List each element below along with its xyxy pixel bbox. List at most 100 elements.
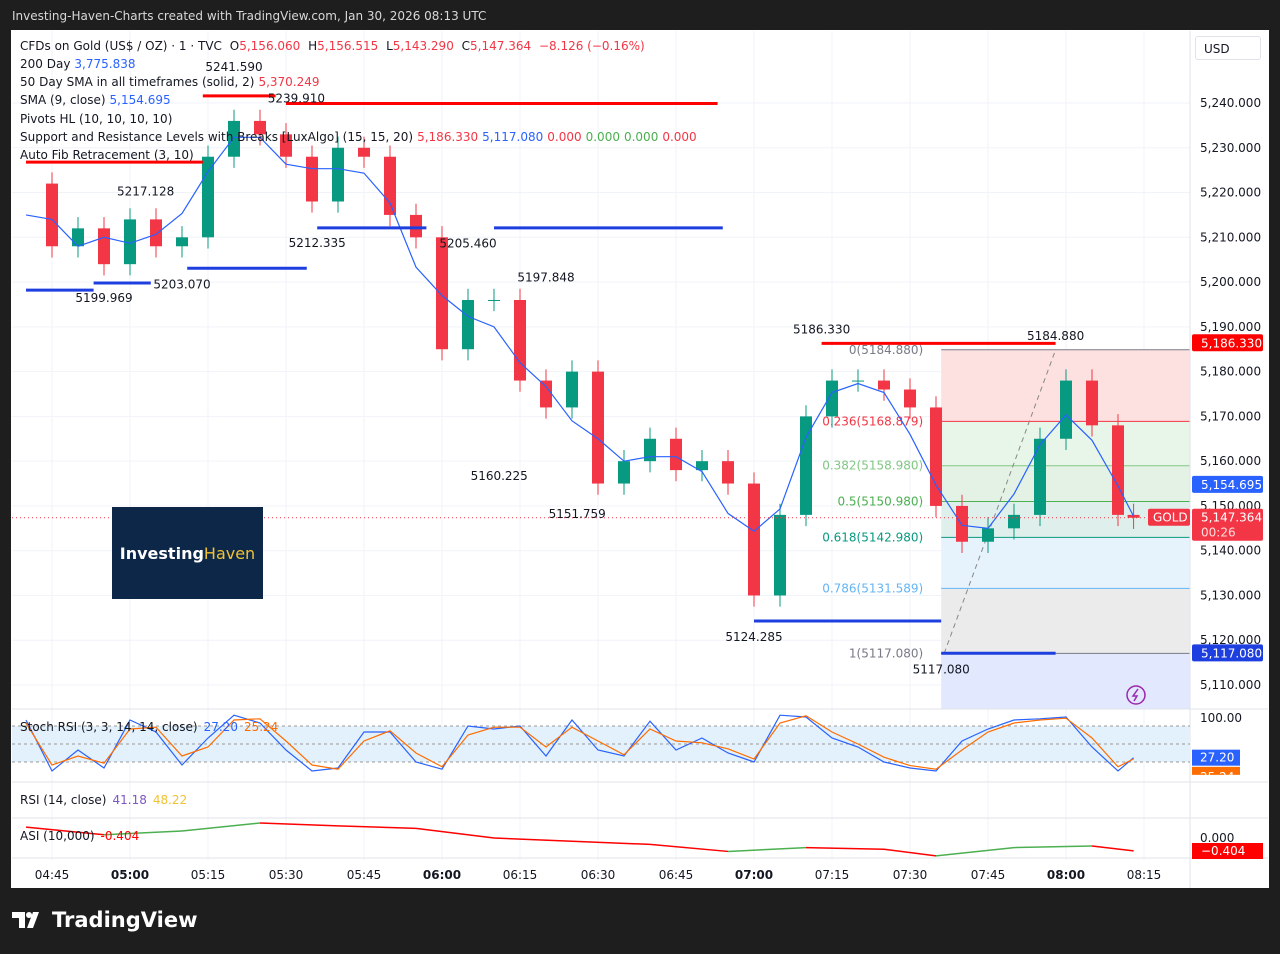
asi-line-segment xyxy=(1013,845,1093,849)
indicator-label: Support and Resistance Levels with Break… xyxy=(20,129,414,144)
time-tick-label: 07:30 xyxy=(893,868,928,882)
price-tick-label: 5,140.000 xyxy=(1200,544,1261,558)
price-badge xyxy=(1192,475,1263,493)
fib-zone xyxy=(941,588,1190,654)
price-tick-label: 5,210.000 xyxy=(1200,230,1261,244)
candle-up xyxy=(1034,438,1046,515)
rsi-ma-value: 48.22 xyxy=(153,793,187,807)
indicator-value: 5,117.080 xyxy=(482,129,544,144)
candle-up xyxy=(462,299,474,350)
asi-line-segment xyxy=(571,840,651,846)
investinghaven-logo: Investing Haven xyxy=(112,507,263,599)
fib-zone xyxy=(941,653,1190,709)
price-badge xyxy=(1192,334,1263,352)
indicator-value: 0.000 xyxy=(585,129,620,144)
price-tick-label: 5,240.000 xyxy=(1200,96,1261,110)
price-tick-label: 5,160.000 xyxy=(1200,454,1261,468)
stoch-d-value: 25.24 xyxy=(244,720,278,734)
stoch-k-line xyxy=(25,714,1134,772)
asi-line-segment xyxy=(493,837,573,842)
candle-up xyxy=(176,237,188,247)
tradingview-logo-icon xyxy=(12,912,39,928)
candle-down xyxy=(956,505,968,542)
asi-line-segment xyxy=(25,826,105,836)
stoch-k-badge xyxy=(1192,749,1240,766)
asi-line-segment xyxy=(259,822,339,827)
pivot-label: 5241.590 xyxy=(205,60,262,74)
legend-indicator[interactable]: SMA (9, close) 5,154.695 xyxy=(20,93,175,107)
price-badge-text: 5,186.330 xyxy=(1201,336,1262,350)
price-badge xyxy=(1192,644,1263,662)
candle-down xyxy=(514,299,526,381)
ohlc-high: H5,156.515 xyxy=(308,39,379,53)
asi-line-segment xyxy=(649,843,729,853)
candle-up xyxy=(488,299,500,301)
legend-indicator[interactable]: Pivots HL (10, 10, 10, 10) xyxy=(20,112,176,126)
logo-part1: Investing xyxy=(119,543,204,563)
price-badge-text: 5,154.695 xyxy=(1201,478,1262,492)
logo-part2: Haven xyxy=(203,543,256,563)
time-tick-label: 05:00 xyxy=(111,868,149,882)
candle-down xyxy=(150,219,162,247)
candle-up xyxy=(228,120,240,157)
asi-line-segment xyxy=(935,846,1015,857)
time-tick-label: 06:15 xyxy=(503,868,538,882)
legend-indicator[interactable]: Support and Resistance Levels with Break… xyxy=(20,130,701,144)
pivot-label: 5199.969 xyxy=(75,291,132,305)
price-tick-label: 5,170.000 xyxy=(1200,409,1261,423)
time-tick-label: 06:30 xyxy=(581,868,616,882)
stoch-axis-label: 100.00 xyxy=(1200,711,1242,725)
candle-down xyxy=(358,147,370,157)
price-badge-text: 5,147.364 xyxy=(1201,511,1262,525)
legend-indicator[interactable]: 50 Day SMA in all timeframes (solid, 2) 5… xyxy=(20,75,324,89)
symbol-tag xyxy=(1148,508,1190,526)
candle-up xyxy=(644,438,656,462)
asi-value: -0.404 xyxy=(101,829,140,843)
price-tick-label: 5,200.000 xyxy=(1200,275,1261,289)
price-tick-label: 5,190.000 xyxy=(1200,320,1261,334)
candle-down xyxy=(904,389,916,408)
candle-down xyxy=(592,371,604,484)
ohlc-close: C5,147.364 xyxy=(461,39,532,53)
asi-line-segment xyxy=(415,827,495,839)
price-tick-label: 5,180.000 xyxy=(1200,365,1261,379)
tradingview-logo: TradingView xyxy=(12,908,197,932)
ohlc-open: O5,156.060 xyxy=(229,39,301,53)
candle-down xyxy=(98,228,110,265)
candle-down xyxy=(878,380,890,390)
legend-indicator[interactable]: 200 Day 3,775.838 xyxy=(20,57,140,71)
stoch-label: Stoch RSI (3, 3, 14, 14, close) xyxy=(20,720,198,734)
price-tick-label: 5,110.000 xyxy=(1200,678,1261,692)
time-tick-label: 07:00 xyxy=(735,868,773,882)
indicator-label: Pivots HL (10, 10, 10, 10) xyxy=(20,111,173,126)
candle-down xyxy=(410,214,422,238)
candle-down xyxy=(384,156,396,215)
lightning-icon-bolt xyxy=(1131,688,1139,702)
tradingview-brand: TradingView xyxy=(52,908,198,932)
candle-up xyxy=(800,416,812,515)
pivot-label: 5203.070 xyxy=(153,277,210,291)
asi-badge xyxy=(1192,843,1263,859)
legend-symbol-row: CFDs on Gold (US$ / OZ) · 1 · TVC O5,156… xyxy=(20,39,649,53)
candle-up xyxy=(696,461,708,471)
symbol-name[interactable]: CFDs on Gold (US$ / OZ) · 1 · TVC xyxy=(20,39,222,53)
time-tick-label: 06:45 xyxy=(659,868,694,882)
asi-badge-text: −0.404 xyxy=(1201,844,1245,858)
time-tick-label: 05:30 xyxy=(269,868,304,882)
countdown-text: 00:26 xyxy=(1201,526,1236,540)
asi-zero-label: 0.000 xyxy=(1200,831,1234,845)
asi-line-segment xyxy=(337,825,417,830)
indicator-value: 5,154.695 xyxy=(109,93,171,108)
fib-level-label: 0.618(5142.980) xyxy=(822,530,923,544)
candle-down xyxy=(46,183,58,247)
candle-up xyxy=(124,219,136,265)
indicator-value: 3,775.838 xyxy=(74,57,136,71)
legend-indicator[interactable]: Auto Fib Retracement (3, 10) xyxy=(20,148,198,162)
ohlc-low: L5,143.290 xyxy=(386,39,454,53)
asi-line-segment xyxy=(103,830,183,836)
time-tick-label: 07:15 xyxy=(815,868,850,882)
pivot-label: 5212.335 xyxy=(289,236,346,250)
indicator-label: SMA (9, close) xyxy=(20,93,106,108)
currency-selector[interactable]: USD xyxy=(1195,36,1261,60)
